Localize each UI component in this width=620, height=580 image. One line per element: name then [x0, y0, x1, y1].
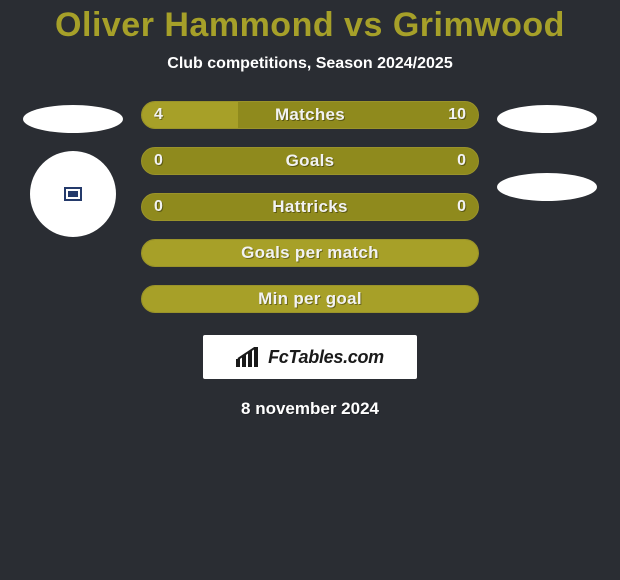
- stat-label: Hattricks: [142, 197, 478, 217]
- chart-bars-icon: [236, 347, 262, 367]
- stat-value-left: 4: [154, 106, 163, 124]
- player-left-name-placeholder: [23, 105, 123, 133]
- source-logo-text: FcTables.com: [268, 347, 384, 368]
- player-right-club-placeholder: [497, 173, 597, 201]
- stat-value-right: 10: [448, 106, 466, 124]
- player-right-name-placeholder: [497, 105, 597, 133]
- club-badge-icon: [64, 187, 82, 201]
- stat-bar: Goals per match: [141, 239, 479, 267]
- player-right-column: [497, 101, 597, 219]
- stat-label: Min per goal: [142, 289, 478, 309]
- source-logo: FcTables.com: [203, 335, 417, 379]
- stat-value-left: 0: [154, 152, 163, 170]
- comparison-layout: Matches410Goals00Hattricks00Goals per ma…: [0, 101, 620, 313]
- page-title: Oliver Hammond vs Grimwood: [0, 6, 620, 45]
- stat-value-right: 0: [457, 198, 466, 216]
- stat-label: Goals: [142, 151, 478, 171]
- comparison-widget: Oliver Hammond vs Grimwood Club competit…: [0, 0, 620, 419]
- stat-label: Matches: [142, 105, 478, 125]
- stat-bar: Hattricks0 0: [141, 193, 479, 221]
- player-left-column: [23, 101, 123, 237]
- stat-value-left: 0: [154, 198, 163, 216]
- stat-bar: Goals0 0: [141, 147, 479, 175]
- stat-bars: Matches410Goals00Hattricks00Goals per ma…: [141, 101, 479, 313]
- date-stamp: 8 november 2024: [0, 399, 620, 419]
- stat-bar: Matches4 10: [141, 101, 479, 129]
- subtitle: Club competitions, Season 2024/2025: [0, 55, 620, 73]
- player-left-avatar: [30, 151, 116, 237]
- stat-value-right: 0: [457, 152, 466, 170]
- stat-bar: Min per goal: [141, 285, 479, 313]
- stat-label: Goals per match: [142, 243, 478, 263]
